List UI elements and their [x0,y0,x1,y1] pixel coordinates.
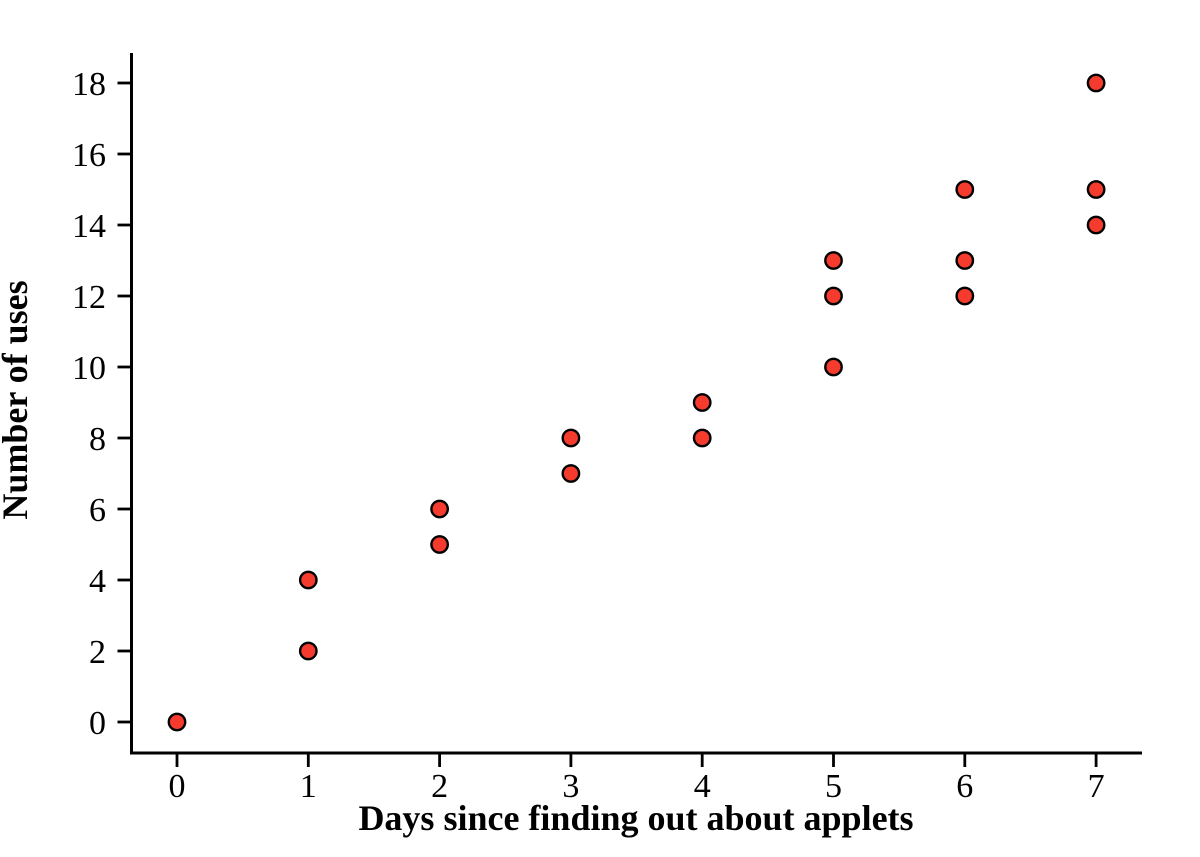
y-tick-label: 10 [72,350,106,387]
axis-ticks [117,81,1098,767]
data-point [1086,180,1106,199]
data-points [167,73,1106,732]
x-tick-label: 5 [825,768,842,805]
x-tick-label: 1 [300,768,317,805]
x-tick-label: 2 [431,768,448,805]
x-tick-label: 0 [169,768,186,805]
data-point [167,712,187,732]
axes [130,53,1142,755]
data-point [1086,215,1106,235]
x-tick-label: 4 [694,768,711,805]
data-point [561,428,581,448]
x-tick-label: 3 [562,768,579,805]
data-point [1086,73,1106,93]
data-point [824,251,843,270]
y-tick-label: 14 [72,208,106,245]
x-tick-label: 7 [1088,768,1105,805]
x-tick-label: 6 [956,768,973,805]
y-tick-label: 4 [89,563,106,600]
y-axis-label: Number of uses [0,280,35,519]
data-point [298,570,318,590]
y-tick-label: 8 [89,421,106,458]
y-tick-label: 0 [89,705,106,742]
data-point [824,357,843,377]
y-tick-label: 2 [89,634,106,671]
y-tick-label: 6 [89,492,106,529]
axis-spine [130,53,1142,755]
data-point [692,428,712,448]
data-point [430,499,449,519]
data-point [298,641,318,661]
y-tick-label: 12 [72,279,106,316]
y-tick-label: 18 [72,66,106,103]
x-axis-label: Days since finding out about applets [358,798,913,838]
data-point [561,464,581,483]
y-tick-label: 16 [72,137,106,174]
data-point [692,393,712,412]
data-point [955,180,975,199]
data-point [955,286,975,306]
data-point [824,286,843,306]
data-point [955,251,975,270]
data-point [430,535,449,554]
